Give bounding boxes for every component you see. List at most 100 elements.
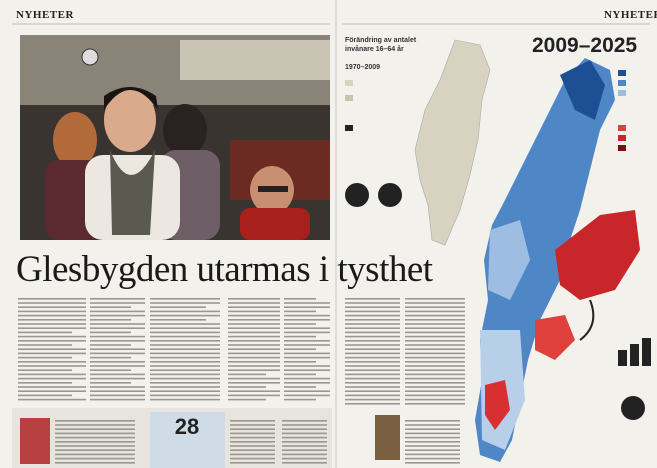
text-line — [405, 340, 465, 342]
text-line — [345, 365, 400, 367]
text-line — [18, 344, 72, 346]
text-line — [282, 424, 327, 426]
text-line — [228, 340, 280, 342]
text-line — [230, 428, 275, 430]
text-line — [150, 302, 220, 304]
text-line — [228, 399, 266, 401]
text-line — [405, 420, 460, 422]
text-line — [18, 390, 86, 392]
text-line — [284, 361, 316, 363]
text-line — [228, 365, 280, 367]
text-line — [405, 323, 465, 325]
text-line — [284, 319, 330, 321]
text-line — [345, 323, 400, 325]
text-line — [18, 315, 86, 317]
pie-icon — [378, 183, 402, 207]
pie-icon — [345, 183, 369, 207]
box-number: 28 — [158, 414, 216, 440]
text-line — [230, 437, 275, 439]
text-line — [284, 399, 316, 401]
text-line — [228, 306, 280, 308]
graphic-title: Förändring av antalet invånare 16–64 år — [345, 36, 440, 54]
text-line — [90, 315, 145, 317]
text-line — [55, 433, 135, 435]
text-line — [230, 454, 275, 456]
text-line — [18, 399, 86, 401]
text-line — [90, 382, 131, 384]
legend-right — [618, 70, 626, 151]
text-line — [282, 462, 327, 464]
text-line — [18, 306, 86, 308]
photo-window — [180, 40, 330, 80]
text-line — [405, 365, 465, 367]
text-line — [405, 374, 465, 376]
text-line — [18, 382, 72, 384]
text-line — [405, 298, 465, 300]
text-line — [345, 382, 400, 384]
text-line — [150, 323, 220, 325]
text-line — [18, 302, 86, 304]
graphic-period: 2009–2025 — [532, 34, 637, 58]
graphic-period: 1970–2009 — [345, 64, 380, 71]
text-line — [405, 361, 465, 363]
text-line — [228, 374, 266, 376]
text-line — [150, 378, 220, 380]
text-line — [284, 315, 330, 317]
photo-person — [240, 208, 310, 240]
text-line — [18, 353, 86, 355]
text-line — [90, 369, 131, 371]
section-label: NYHETER — [16, 9, 74, 21]
text-line — [228, 344, 280, 346]
text-line — [90, 395, 145, 397]
legend-swatch — [618, 135, 626, 141]
pie-icon — [621, 396, 645, 420]
text-line — [90, 399, 145, 401]
text-line — [284, 323, 316, 325]
text-line — [18, 340, 86, 342]
text-line — [345, 357, 400, 359]
text-line — [18, 361, 86, 363]
text-line — [405, 336, 465, 338]
text-line — [284, 344, 330, 346]
text-line — [55, 437, 135, 439]
text-line — [405, 458, 460, 460]
text-line — [345, 353, 400, 355]
text-line — [230, 462, 275, 464]
text-line — [345, 395, 400, 397]
text-line — [150, 399, 220, 401]
text-line — [405, 344, 465, 346]
text-line — [228, 378, 280, 380]
text-line — [90, 336, 145, 338]
text-line — [405, 332, 465, 334]
text-line — [345, 344, 400, 346]
text-line — [284, 327, 330, 329]
text-line — [228, 315, 280, 317]
text-line — [284, 369, 330, 371]
text-line — [345, 390, 400, 392]
text-line — [228, 386, 266, 388]
bar-icon — [618, 350, 627, 366]
text-line — [228, 327, 280, 329]
text-line — [405, 454, 460, 456]
text-line — [228, 369, 280, 371]
text-line — [150, 332, 220, 334]
text-line — [90, 390, 145, 392]
text-line — [18, 369, 72, 371]
text-line — [284, 386, 316, 388]
text-line — [90, 340, 145, 342]
artwork — [0, 0, 657, 468]
text-line — [55, 458, 135, 460]
text-line — [55, 462, 135, 464]
text-line — [284, 302, 330, 304]
legend-swatch — [618, 125, 626, 131]
text-line — [345, 403, 400, 405]
text-line — [55, 449, 135, 451]
text-line — [228, 382, 280, 384]
text-line — [345, 306, 400, 308]
text-line — [228, 361, 280, 363]
legend-swatch — [618, 145, 626, 151]
photo-person — [53, 112, 97, 168]
text-line — [282, 428, 327, 430]
text-line — [230, 441, 275, 443]
photo-person — [163, 104, 207, 156]
